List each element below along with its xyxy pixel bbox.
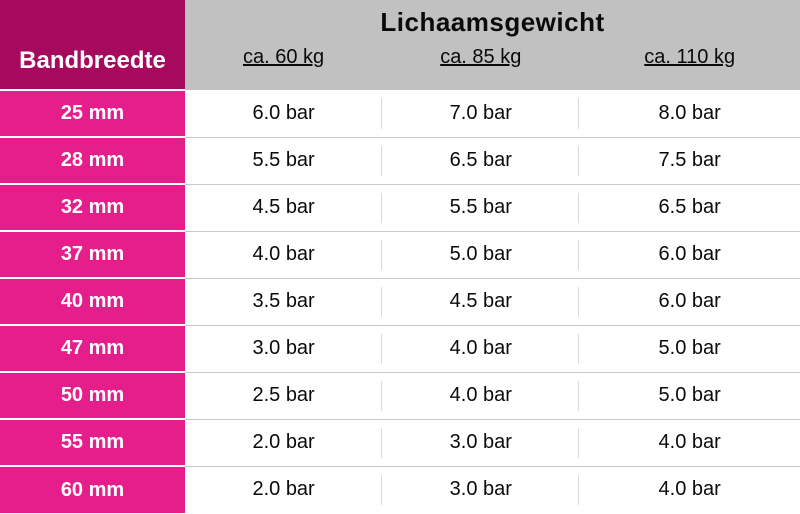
data-cell: 4.5 bar bbox=[382, 278, 579, 325]
group-header: Lichaamsgewicht bbox=[185, 0, 800, 44]
data-cell: 7.5 bar bbox=[579, 137, 800, 184]
table-row: 32 mm 4.5 bar 5.5 bar 6.5 bar bbox=[0, 184, 800, 231]
data-cell: 5.5 bar bbox=[185, 137, 382, 184]
table-row: 50 mm 2.5 bar 4.0 bar 5.0 bar bbox=[0, 372, 800, 419]
data-cell: 5.0 bar bbox=[382, 231, 579, 278]
col-header-2: ca. 110 kg bbox=[579, 44, 800, 90]
table-row: 60 mm 2.0 bar 3.0 bar 4.0 bar bbox=[0, 466, 800, 513]
data-cell: 7.0 bar bbox=[382, 90, 579, 137]
row-header: 40 mm bbox=[0, 278, 185, 325]
data-cell: 6.0 bar bbox=[579, 278, 800, 325]
table-row: 28 mm 5.5 bar 6.5 bar 7.5 bar bbox=[0, 137, 800, 184]
row-header: 32 mm bbox=[0, 184, 185, 231]
col-header-0: ca. 60 kg bbox=[185, 44, 382, 90]
pressure-table: Bandbreedte Lichaamsgewicht ca. 60 kg ca… bbox=[0, 0, 800, 513]
row-header: 25 mm bbox=[0, 90, 185, 137]
data-cell: 5.0 bar bbox=[579, 372, 800, 419]
row-header: 37 mm bbox=[0, 231, 185, 278]
data-cell: 6.0 bar bbox=[579, 231, 800, 278]
data-cell: 8.0 bar bbox=[579, 90, 800, 137]
data-cell: 4.0 bar bbox=[382, 372, 579, 419]
data-cell: 2.5 bar bbox=[185, 372, 382, 419]
data-cell: 3.0 bar bbox=[382, 466, 579, 513]
row-header: 28 mm bbox=[0, 137, 185, 184]
table-row: 25 mm 6.0 bar 7.0 bar 8.0 bar bbox=[0, 90, 800, 137]
table-row: 40 mm 3.5 bar 4.5 bar 6.0 bar bbox=[0, 278, 800, 325]
row-header: 55 mm bbox=[0, 419, 185, 466]
data-cell: 3.0 bar bbox=[382, 419, 579, 466]
col-header-1: ca. 85 kg bbox=[382, 44, 579, 90]
data-cell: 3.0 bar bbox=[185, 325, 382, 372]
data-cell: 4.0 bar bbox=[579, 419, 800, 466]
row-header: 47 mm bbox=[0, 325, 185, 372]
data-cell: 6.5 bar bbox=[382, 137, 579, 184]
data-cell: 3.5 bar bbox=[185, 278, 382, 325]
data-cell: 5.5 bar bbox=[382, 184, 579, 231]
data-cell: 6.0 bar bbox=[185, 90, 382, 137]
data-cell: 4.0 bar bbox=[382, 325, 579, 372]
data-cell: 2.0 bar bbox=[185, 466, 382, 513]
table-row: 55 mm 2.0 bar 3.0 bar 4.0 bar bbox=[0, 419, 800, 466]
data-cell: 2.0 bar bbox=[185, 419, 382, 466]
row-header: 60 mm bbox=[0, 466, 185, 513]
table-row: 37 mm 4.0 bar 5.0 bar 6.0 bar bbox=[0, 231, 800, 278]
data-cell: 4.0 bar bbox=[185, 231, 382, 278]
data-cell: 4.5 bar bbox=[185, 184, 382, 231]
table-body: 25 mm 6.0 bar 7.0 bar 8.0 bar 28 mm 5.5 … bbox=[0, 90, 800, 513]
corner-header: Bandbreedte bbox=[0, 0, 185, 90]
data-cell: 4.0 bar bbox=[579, 466, 800, 513]
table-row: 47 mm 3.0 bar 4.0 bar 5.0 bar bbox=[0, 325, 800, 372]
data-cell: 5.0 bar bbox=[579, 325, 800, 372]
data-cell: 6.5 bar bbox=[579, 184, 800, 231]
row-header: 50 mm bbox=[0, 372, 185, 419]
